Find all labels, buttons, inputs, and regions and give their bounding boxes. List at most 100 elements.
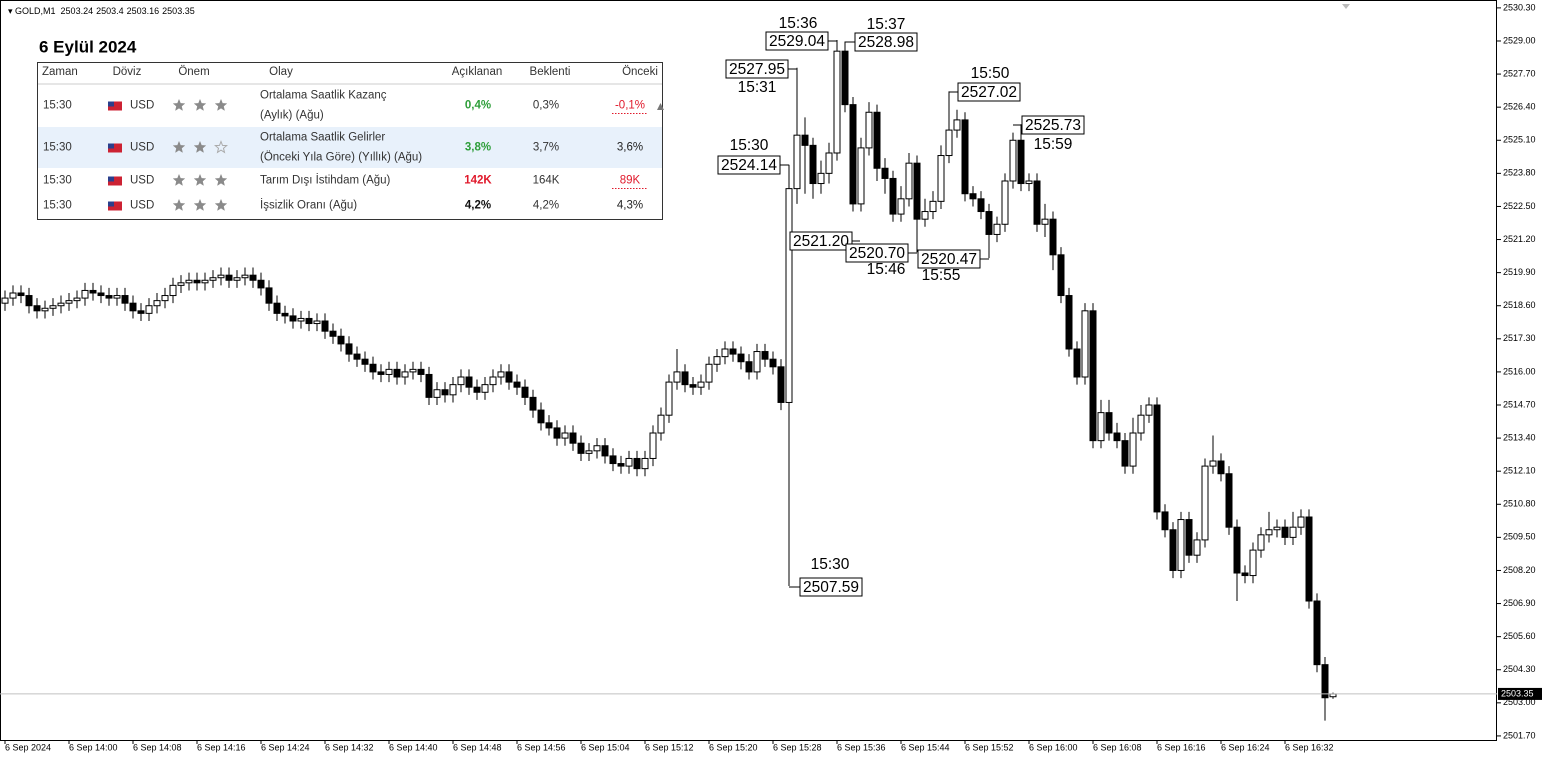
candle-body-down: [801, 134, 809, 146]
event-name: İşsizlik Oranı (Ağu): [260, 199, 357, 212]
annotation-price: 2527.02: [961, 84, 1017, 101]
candle-body-up: [177, 282, 185, 286]
x-tick-label: 6 Sep 14:24: [261, 742, 310, 752]
candle-body-down: [841, 50, 849, 106]
candle-body-down: [537, 409, 545, 424]
candle-body-down: [441, 389, 449, 396]
currency: USD: [130, 142, 154, 154]
candle-body-up: [1257, 534, 1265, 551]
candle-body-down: [1233, 526, 1241, 574]
candle-body-up: [593, 445, 601, 452]
scroll-icon: [657, 103, 664, 110]
star-filled: [193, 140, 207, 153]
candle-body-down: [1225, 473, 1233, 528]
annotation-time: 15:30: [730, 137, 769, 154]
candle-body-down: [521, 386, 529, 398]
candle-body-up: [705, 363, 713, 383]
x-tick-label: 6 Sep 14:08: [133, 742, 182, 752]
annotation-time: 15:36: [779, 15, 818, 32]
y-tick-label: 2529.00: [1503, 35, 1536, 45]
candle-body-down: [681, 371, 689, 386]
star-filled: [172, 173, 186, 186]
candle-body-up: [209, 277, 217, 281]
bar-open: 2503.24: [61, 6, 94, 16]
y-tick-label: 2530.30: [1503, 2, 1536, 12]
candle-body-up: [1129, 432, 1137, 467]
candle-body-up: [385, 368, 393, 375]
candle-body-up: [409, 368, 417, 373]
candle-body-up: [561, 432, 569, 439]
annotation-price: 2520.70: [849, 245, 905, 262]
candle-body-down: [89, 289, 97, 294]
candle-body-up: [953, 119, 961, 131]
candle-body-down: [873, 111, 881, 169]
candle-body-down: [553, 427, 561, 439]
scroll-marker: [1342, 4, 1350, 9]
candle-body-down: [513, 381, 521, 388]
candle-body-down: [1313, 600, 1321, 666]
column-header: Döviz: [113, 66, 142, 78]
annotation-time: 15:55: [922, 267, 961, 284]
y-tick-label: 2523.80: [1503, 168, 1536, 178]
annotation-time: 15:59: [1034, 136, 1073, 153]
y-tick-label: 2517.30: [1503, 333, 1536, 343]
candle-body-up: [113, 295, 121, 299]
event-name: (Aylık) (Ağu): [260, 110, 324, 122]
candle-body-down: [193, 279, 201, 284]
candle-body-down: [961, 119, 969, 195]
annotation-box: [799, 577, 863, 597]
candle-body-down: [377, 371, 385, 375]
x-tick-label: 6 Sep 14:00: [69, 742, 118, 752]
candle-body-up: [1193, 539, 1201, 556]
candle-body-down: [689, 384, 697, 388]
flag-canton: [108, 176, 114, 182]
candle-body-up: [945, 129, 953, 157]
forecast: 164K: [533, 175, 560, 187]
candle-body-down: [97, 292, 105, 297]
candle-body-up: [937, 155, 945, 202]
candle-body-down: [1241, 572, 1249, 577]
column-header: Açıklanan: [452, 66, 503, 78]
event-name: (Önceki Yıla Göre) (Yıllık) (Ağu): [260, 152, 422, 164]
candle-body-down: [737, 353, 745, 363]
x-tick-label: 6 Sep 14:16: [197, 742, 246, 752]
candle-body-up: [161, 295, 169, 302]
event-time: 15:30: [43, 142, 72, 154]
candle-body-down: [1033, 180, 1041, 225]
candle-body-down: [345, 343, 353, 355]
candle-body-down: [1161, 511, 1169, 531]
candle-body-down: [1049, 218, 1057, 256]
bar-close: 2503.35: [162, 6, 195, 16]
events-title: 6 Eylül 2024: [39, 37, 137, 56]
candle-body-down: [881, 167, 889, 179]
annotation-price: 2528.98: [858, 34, 914, 51]
candle-body-up: [1009, 139, 1017, 182]
candle-body-up: [1097, 412, 1105, 442]
candle-body-up: [921, 211, 929, 220]
candle-body-down: [105, 295, 113, 299]
candle-body-up: [73, 297, 81, 302]
event-time: 15:30: [43, 200, 72, 212]
candle-body-down: [969, 193, 977, 200]
candle-body-up: [1209, 460, 1217, 467]
candle-body-up: [1025, 180, 1033, 185]
column-header: Zaman: [42, 66, 78, 78]
actual: 4,2%: [465, 200, 491, 212]
x-tick-label: 6 Sep 14:32: [325, 742, 374, 752]
candle-body-down: [281, 312, 289, 317]
actual: 142K: [464, 175, 492, 187]
forecast: 0,3%: [533, 100, 559, 112]
candle-body-down: [777, 366, 785, 403]
candle-body-up: [585, 450, 593, 454]
previous: 3,6%: [617, 142, 643, 154]
candle-body-down: [1185, 519, 1193, 556]
candle-body-down: [257, 279, 265, 289]
candle-body-up: [713, 356, 721, 365]
candle-body-down: [353, 353, 361, 360]
candle-body-down: [473, 386, 481, 393]
candle-body-up: [457, 376, 465, 386]
candle-body-down: [225, 274, 233, 281]
annotation-price: 2521.20: [793, 233, 849, 250]
candle-body-up: [241, 274, 249, 279]
candle-body-down: [321, 320, 329, 332]
